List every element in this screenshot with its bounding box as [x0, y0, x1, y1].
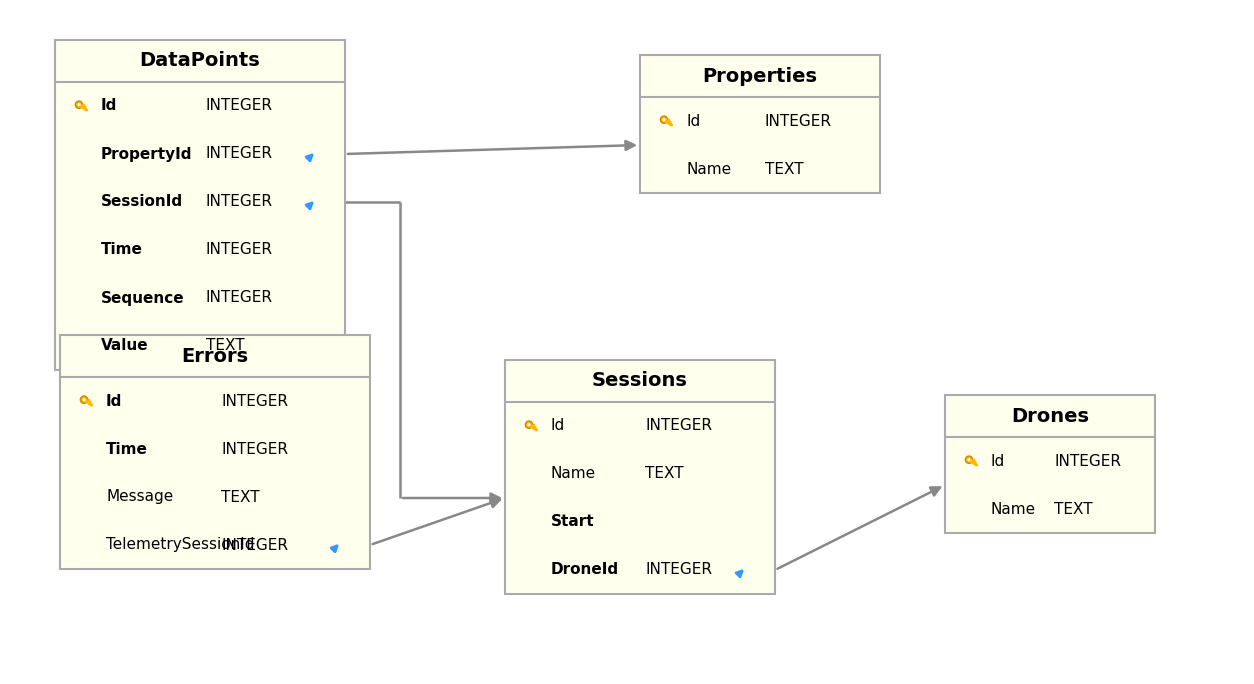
Text: INTEGER: INTEGER — [206, 243, 273, 257]
Circle shape — [661, 116, 667, 123]
Bar — [640, 55, 880, 193]
Text: Id: Id — [107, 393, 123, 408]
Text: Message: Message — [107, 490, 173, 505]
Text: Name: Name — [686, 161, 731, 176]
Bar — [946, 395, 1155, 533]
Text: TEXT: TEXT — [765, 161, 804, 176]
Text: INTEGER: INTEGER — [206, 291, 273, 306]
Text: INTEGER: INTEGER — [206, 98, 273, 114]
Text: Drones: Drones — [1011, 406, 1088, 425]
Text: INTEGER: INTEGER — [646, 419, 712, 434]
Text: Id: Id — [991, 453, 1006, 469]
Text: Start: Start — [551, 514, 594, 529]
Text: INTEGER: INTEGER — [765, 114, 831, 129]
Text: Properties: Properties — [702, 66, 818, 86]
Text: Sequence: Sequence — [102, 291, 184, 306]
Text: TEXT: TEXT — [206, 339, 245, 354]
Text: Errors: Errors — [182, 347, 248, 365]
Text: Id: Id — [551, 419, 566, 434]
Circle shape — [966, 456, 973, 463]
Text: INTEGER: INTEGER — [646, 562, 712, 577]
Text: Time: Time — [107, 441, 148, 456]
Text: Id: Id — [686, 114, 700, 129]
Text: Name: Name — [551, 466, 596, 482]
Text: TelemetrySessionId: TelemetrySessionId — [107, 538, 255, 553]
Text: Time: Time — [102, 243, 143, 257]
Text: INTEGER: INTEGER — [221, 441, 288, 456]
Text: SessionId: SessionId — [102, 194, 183, 209]
Text: INTEGER: INTEGER — [221, 393, 288, 408]
Circle shape — [525, 421, 533, 428]
Text: Id: Id — [102, 98, 118, 114]
Circle shape — [78, 103, 80, 106]
Text: Name: Name — [991, 501, 1036, 516]
Text: TEXT: TEXT — [1055, 501, 1092, 516]
Text: INTEGER: INTEGER — [206, 194, 273, 209]
Text: TEXT: TEXT — [646, 466, 683, 482]
Bar — [60, 335, 370, 569]
Text: DroneId: DroneId — [551, 562, 619, 577]
Text: DataPoints: DataPoints — [139, 51, 261, 70]
Text: PropertyId: PropertyId — [102, 146, 193, 161]
Text: INTEGER: INTEGER — [206, 146, 273, 161]
Bar — [505, 360, 775, 594]
Circle shape — [80, 396, 88, 404]
Circle shape — [75, 101, 83, 108]
Circle shape — [83, 398, 85, 402]
Text: INTEGER: INTEGER — [221, 538, 288, 553]
Text: TEXT: TEXT — [221, 490, 260, 505]
Text: Sessions: Sessions — [592, 371, 688, 391]
Text: INTEGER: INTEGER — [1055, 453, 1121, 469]
Text: Value: Value — [102, 339, 149, 354]
Circle shape — [662, 118, 666, 121]
Bar — [55, 40, 345, 370]
Circle shape — [967, 458, 971, 461]
Circle shape — [528, 423, 530, 426]
